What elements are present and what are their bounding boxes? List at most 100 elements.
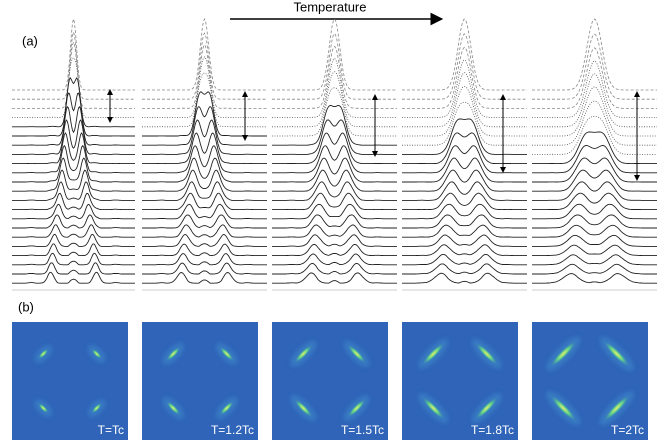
spectrum-curve <box>12 243 135 257</box>
spectrum-curve <box>272 203 397 220</box>
spectrum-curve <box>12 214 135 229</box>
spectrum-curve <box>272 192 397 211</box>
spectrum-curve <box>272 87 397 137</box>
map-background <box>402 322 518 440</box>
streak <box>347 398 367 418</box>
arrow-label: Temperature <box>294 0 367 14</box>
spectrum-curve <box>12 157 135 183</box>
spectrum-curve <box>272 253 397 266</box>
map-background <box>272 322 388 440</box>
spectrum-curve <box>142 192 267 211</box>
spectrum-curve <box>532 86 657 137</box>
spectrum-curve <box>402 224 527 238</box>
spectrum-curve <box>402 33 527 100</box>
map-label: T=1.2Tc <box>211 423 254 437</box>
spectrum-curve <box>402 46 527 109</box>
spectrum-curve <box>142 203 267 220</box>
spectra-panel <box>402 18 527 291</box>
streak <box>293 344 313 364</box>
spectrum-curve <box>272 145 397 174</box>
spectrum-curve <box>402 214 527 229</box>
spectrum-curve <box>532 157 657 183</box>
spectrum-curve <box>142 106 267 146</box>
spectrum-curve <box>142 272 267 284</box>
panel-label: (a) <box>22 33 38 48</box>
spectrum-curve <box>532 263 657 275</box>
map-panel: T=1.2Tc <box>142 322 258 440</box>
spectrum-curve <box>532 244 657 257</box>
streak <box>293 398 313 418</box>
spectrum-curve <box>272 132 397 165</box>
spectrum-curve <box>272 272 397 284</box>
spectrum-curve <box>532 60 657 118</box>
spectrum-curve <box>142 145 267 174</box>
spectrum-curve <box>272 57 397 118</box>
spectrum-curve <box>142 262 267 275</box>
streak <box>602 394 631 422</box>
streak <box>347 344 367 364</box>
spectrum-curve <box>12 169 135 192</box>
spectrum-curve <box>402 72 527 128</box>
spectrum-curve <box>532 214 657 229</box>
spectrum-curve <box>532 33 657 100</box>
spectrum-curve <box>532 145 657 174</box>
streak <box>165 346 181 362</box>
map-background <box>142 322 258 440</box>
map-background <box>12 322 128 440</box>
spectrum-curve <box>532 18 657 91</box>
streak <box>219 346 235 362</box>
spectrum-curve <box>402 18 527 91</box>
streak <box>421 342 445 366</box>
spectrum-curve <box>402 145 527 174</box>
spectrum-curve <box>532 100 657 146</box>
spectrum-curve <box>532 73 657 128</box>
panel-label: (b) <box>18 299 34 314</box>
spectrum-curve <box>532 203 657 220</box>
spectrum-curve <box>142 132 267 165</box>
maps: T=Tc T=1.2Tc T=1.5Tc T=1.8Tc T=2Tc <box>12 322 648 440</box>
spectra-panel <box>272 18 397 291</box>
spectrum-curve <box>272 263 397 275</box>
map-label: T=1.8Tc <box>471 423 514 437</box>
spectrum-curve <box>532 192 657 211</box>
map-panel: T=2Tc <box>532 322 648 440</box>
spectrum-curve <box>12 119 135 155</box>
spectrum-curve <box>12 181 135 201</box>
spectrum-curve <box>272 32 397 100</box>
spectrum-curve <box>142 243 267 257</box>
spectrum-curve <box>12 203 135 220</box>
spectrum-curve <box>532 254 657 266</box>
spectrum-curve <box>402 253 527 266</box>
spectrum-curve <box>402 234 527 247</box>
spectrum-curve <box>142 253 267 266</box>
spectrum-curve <box>532 224 657 238</box>
spectrum-curve <box>532 169 657 192</box>
streak <box>165 400 181 416</box>
spectrum-curve <box>12 92 135 137</box>
spectrum-curve <box>142 181 267 201</box>
spectrum-curve <box>402 118 527 155</box>
spectrum-curve <box>272 119 397 155</box>
streak <box>421 396 445 420</box>
spectrum-curve <box>272 71 397 128</box>
streak <box>475 396 499 420</box>
spectrum-curve <box>402 86 527 137</box>
spectra-panel <box>12 18 135 291</box>
spectrum-curve <box>12 262 135 275</box>
spectrum-curve <box>12 271 135 284</box>
map-background <box>532 322 648 440</box>
spectrum-curve <box>532 181 657 201</box>
spectra-panel <box>532 18 657 291</box>
spectrum-curve <box>402 59 527 118</box>
spectrum-curve <box>142 18 267 91</box>
spectrum-curve <box>402 263 527 275</box>
spectrum-curve <box>12 77 135 128</box>
spectrum-curve <box>12 41 135 109</box>
spectrum-curve <box>532 273 657 284</box>
spectrum-curve <box>142 91 267 137</box>
spectrum-curve <box>12 224 135 238</box>
spectrum-curve <box>402 181 527 201</box>
spectrum-curve <box>532 234 657 247</box>
spectra-panel <box>142 18 267 291</box>
